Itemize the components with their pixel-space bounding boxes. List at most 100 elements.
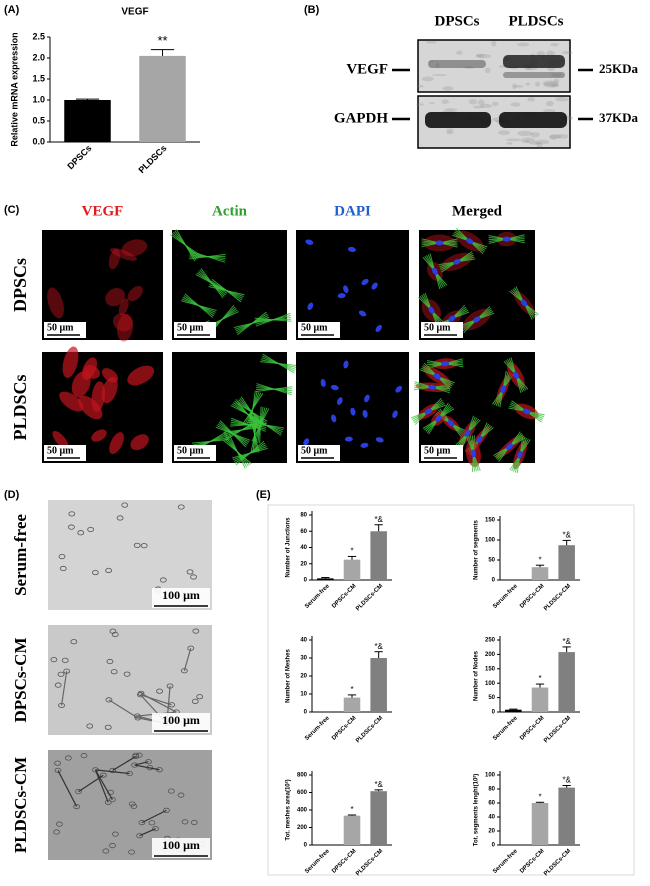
row-label: Serum-free (11, 514, 30, 596)
y-tick-label: 250 (485, 638, 496, 644)
tube (112, 755, 136, 772)
significance-label: *& (562, 637, 571, 646)
cell (106, 658, 114, 665)
lane-label: DPSCs (434, 13, 479, 29)
row-label: PLDSCs (10, 374, 30, 440)
x-tick-label: PLDSCs-CM (543, 848, 572, 877)
bar (558, 787, 575, 845)
cell (177, 504, 185, 510)
actin-fiber (235, 440, 265, 466)
micrograph: 50 μm (417, 228, 539, 340)
cell (177, 792, 185, 798)
nucleus (392, 410, 398, 419)
actin-fiber (189, 253, 226, 260)
cell-vegf (59, 391, 84, 412)
tube (134, 764, 160, 771)
blot-noise (431, 73, 447, 77)
bar (370, 658, 387, 712)
y-tick-label: 60 (488, 801, 495, 807)
blot-band (499, 112, 567, 128)
blot-noise (534, 81, 541, 87)
x-tick-label: DPSCs-CM (331, 715, 357, 741)
cell (136, 833, 143, 839)
scale-box (298, 445, 340, 461)
micrograph: 50 μm (172, 352, 297, 469)
cell-vegf (121, 239, 148, 257)
y-axis-label: Number of segments (474, 520, 480, 580)
tube (108, 699, 139, 719)
blot-noise (484, 67, 491, 74)
blot-noise (536, 51, 546, 57)
x-tick-label: PLDSCs (136, 143, 168, 175)
blot-noise (446, 131, 454, 135)
blot-noise (536, 141, 543, 148)
y-tick-label: 1.5 (32, 73, 45, 83)
nucleus (375, 437, 384, 443)
cell (138, 820, 146, 826)
marker-label: 37KDa (599, 110, 639, 125)
blot-noise (529, 142, 540, 145)
significance-label: *& (562, 531, 571, 540)
cell (148, 820, 156, 826)
y-axis-label: Relative mRNA expression (9, 32, 19, 146)
nucleus (453, 259, 461, 265)
actin-fiber (255, 312, 291, 327)
x-tick-label: DPSCs (65, 143, 93, 171)
nucleus (330, 384, 339, 391)
blot-noise (506, 142, 513, 145)
cell-vegf (127, 365, 155, 386)
blot-noise (510, 102, 521, 107)
scale-box (421, 322, 463, 338)
nucleus (520, 299, 528, 307)
x-tick-label: DPSCs-CM (519, 715, 545, 741)
actin-fiber (230, 422, 267, 427)
actin-fiber (260, 361, 297, 366)
cell-vegf (91, 429, 107, 442)
nucleus (305, 239, 314, 245)
cell (105, 567, 113, 574)
blot-noise (550, 42, 559, 47)
y-tick-label: 40 (300, 638, 307, 644)
y-tick-label: 50 (488, 558, 495, 564)
cell (58, 553, 66, 560)
y-tick-label: 0.5 (32, 115, 45, 125)
blot-noise (497, 130, 510, 135)
cell (140, 543, 148, 549)
scale-label: 50 μm (47, 445, 74, 456)
tube (134, 761, 149, 766)
column-header: Merged (452, 203, 503, 219)
blot-noise (441, 99, 449, 105)
y-tick-label: 40 (488, 815, 495, 821)
scale-box (44, 322, 86, 338)
cell-vegf (101, 376, 118, 404)
cell-vegf (62, 346, 79, 378)
y-tick-label: 150 (485, 518, 496, 524)
cell-vegf (127, 285, 143, 302)
column-header: VEGF (82, 203, 124, 219)
y-tick-label: 0 (492, 578, 496, 584)
image-background (172, 352, 287, 463)
blot-noise (542, 80, 559, 87)
micrograph: 50 μm (296, 352, 409, 463)
y-tick-label: 0 (304, 578, 308, 584)
cell (112, 831, 119, 837)
lane-label: PLDSCs (508, 13, 563, 29)
x-tick-label: DPSCs-CM (519, 583, 545, 609)
actin-fiber (237, 311, 267, 336)
micrograph: 50 μm (296, 230, 409, 340)
scale-label: 100 μm (162, 838, 200, 852)
y-tick-label: 400 (297, 808, 308, 814)
nucleus (343, 285, 349, 294)
blot-noise (472, 105, 485, 109)
y-tick-label: 30 (300, 656, 307, 662)
blot-noise (421, 76, 434, 82)
bar (531, 803, 549, 845)
blot-noise (543, 81, 559, 88)
cell (68, 511, 76, 517)
scale-box (152, 713, 210, 733)
y-tick-label: 80 (488, 787, 495, 793)
y-tick-label: 0 (304, 710, 308, 716)
nucleus (441, 361, 450, 367)
blot-band (503, 72, 565, 78)
cell (163, 807, 170, 813)
